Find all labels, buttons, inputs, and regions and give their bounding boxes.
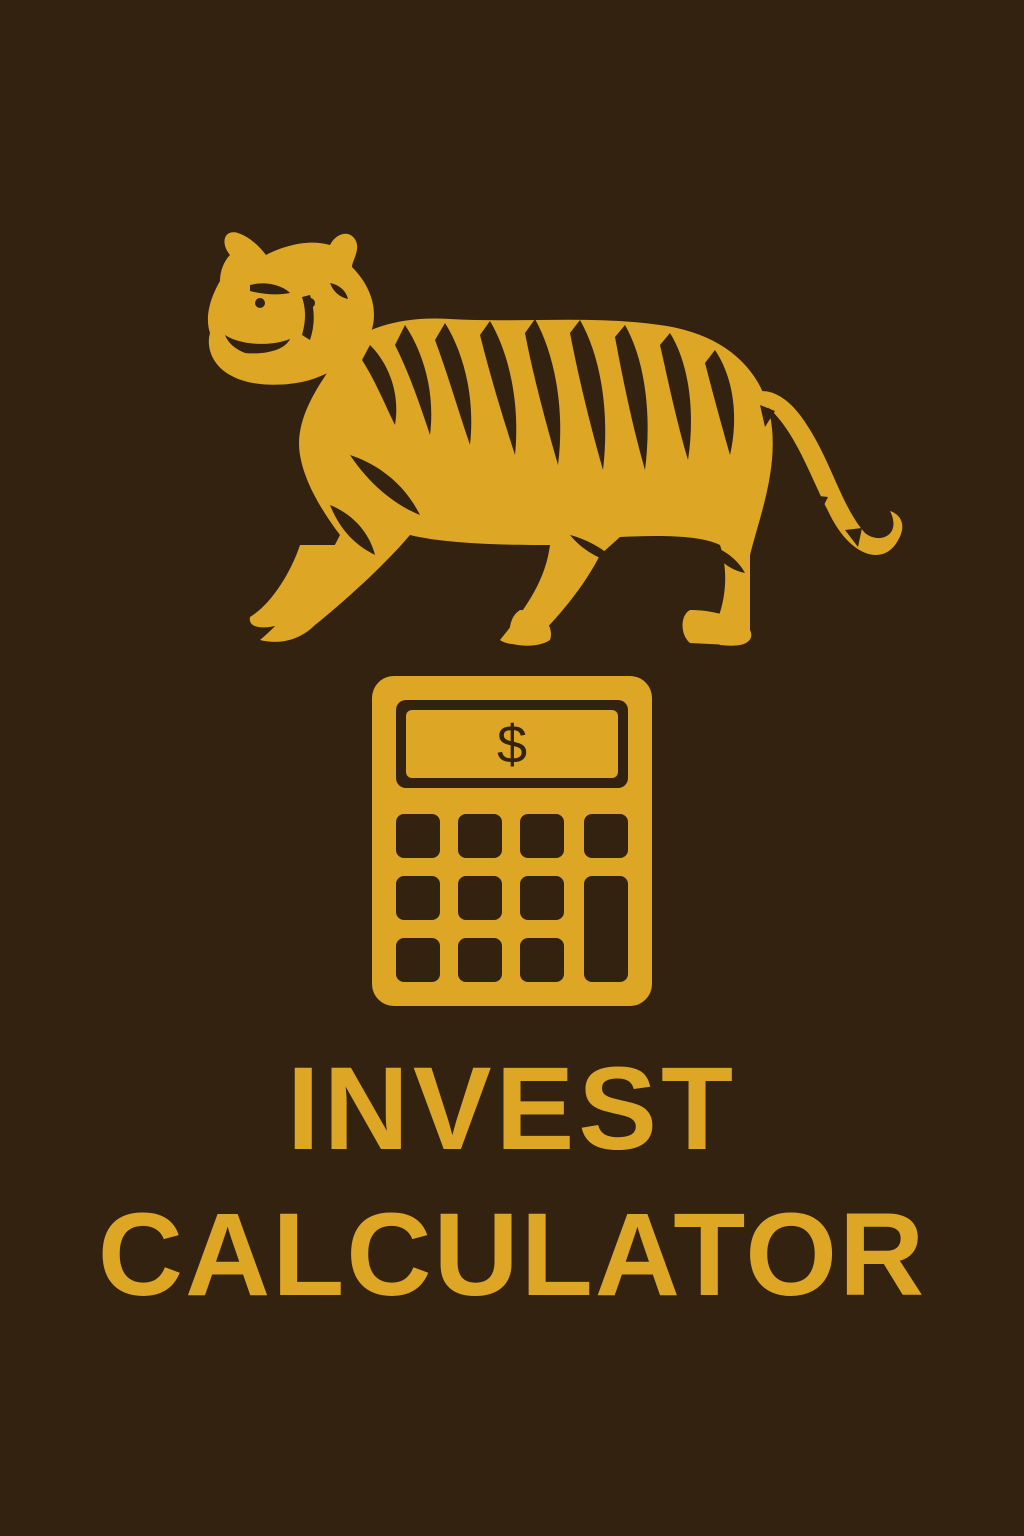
calculator-icon [372,676,652,1006]
tiger-icon [207,232,903,646]
app-title-line-2: CALCULATOR [97,1189,927,1321]
app-title-line-1: INVEST [286,1043,738,1175]
dollar-icon: $ [496,715,528,775]
